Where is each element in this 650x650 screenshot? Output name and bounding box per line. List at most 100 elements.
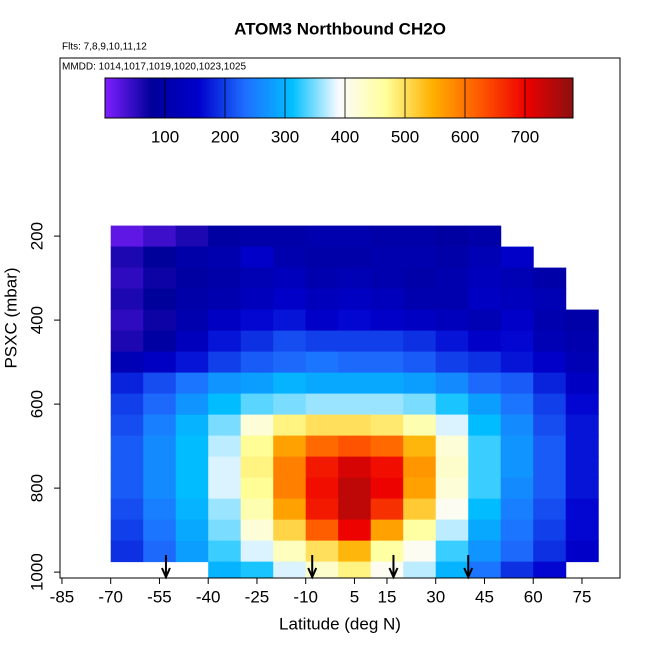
heat-cell	[468, 414, 502, 437]
heat-cell	[273, 330, 307, 353]
heat-cell	[175, 267, 209, 290]
heat-cell	[305, 330, 339, 353]
y-tick-label: 400	[27, 306, 46, 334]
heat-cell	[305, 246, 339, 269]
heat-cell	[208, 330, 242, 353]
heat-cell	[338, 267, 372, 290]
heat-cell	[208, 519, 242, 542]
x-tick-label: 30	[426, 587, 445, 606]
heat-cell	[565, 519, 599, 542]
heat-cell	[435, 477, 469, 500]
x-axis-label: Latitude (deg N)	[279, 614, 401, 633]
heat-cell	[500, 498, 534, 521]
heat-cell	[468, 561, 502, 579]
heat-cell	[305, 456, 339, 479]
heat-cell	[565, 435, 599, 458]
heat-cell	[110, 393, 144, 416]
heat-cell	[370, 456, 404, 479]
heat-cell	[143, 519, 177, 542]
heat-cell	[370, 393, 404, 416]
colorbar-tick-label: 400	[331, 127, 359, 146]
x-tick-label: -10	[293, 587, 318, 606]
heat-cell	[175, 519, 209, 542]
heat-cell	[533, 309, 567, 332]
heat-cell	[565, 414, 599, 437]
heat-cell	[338, 393, 372, 416]
heat-cell	[500, 267, 534, 290]
heat-cell	[435, 246, 469, 269]
heat-cell	[208, 267, 242, 290]
heat-cell	[370, 267, 404, 290]
heat-cell	[273, 393, 307, 416]
heat-cell	[110, 246, 144, 269]
y-tick-label: 200	[27, 222, 46, 250]
y-tick-label: 800	[27, 474, 46, 502]
heat-cell	[500, 435, 534, 458]
heat-cell	[175, 351, 209, 374]
heat-cell	[175, 540, 209, 563]
heat-cell	[435, 540, 469, 563]
heat-cell	[435, 435, 469, 458]
heat-cell	[175, 372, 209, 395]
heat-cell	[565, 351, 599, 374]
heat-cell	[143, 330, 177, 353]
heat-cell	[500, 519, 534, 542]
heat-cell	[143, 351, 177, 374]
heat-cell	[468, 372, 502, 395]
heat-cell	[305, 288, 339, 311]
plot-frame	[59, 57, 621, 579]
heat-cell	[370, 435, 404, 458]
heat-cell	[338, 435, 372, 458]
heat-cell	[273, 519, 307, 542]
heat-cell	[175, 330, 209, 353]
flight-marker-head	[463, 567, 474, 580]
heat-cell	[240, 330, 274, 353]
heat-cell	[500, 561, 534, 579]
heat-cell	[110, 351, 144, 374]
heat-cell	[533, 393, 567, 416]
x-tick-label: 60	[524, 587, 543, 606]
heat-cell	[565, 330, 599, 353]
heat-cell	[305, 435, 339, 458]
heat-cell	[403, 288, 437, 311]
heat-cell	[403, 561, 437, 579]
heat-cell	[468, 225, 502, 248]
heat-cell	[305, 414, 339, 437]
heat-cell	[468, 393, 502, 416]
heat-cell	[565, 540, 599, 563]
heat-cell	[208, 351, 242, 374]
heat-cell	[240, 414, 274, 437]
heat-cell	[533, 540, 567, 563]
heat-cell	[565, 456, 599, 479]
y-tick-label: 600	[27, 390, 46, 418]
heat-cell	[533, 498, 567, 521]
heat-cell	[435, 456, 469, 479]
heat-cell	[435, 225, 469, 248]
heat-cell	[143, 288, 177, 311]
heat-cell	[533, 372, 567, 395]
heat-cell	[175, 414, 209, 437]
heat-cell	[208, 225, 242, 248]
heat-cell	[240, 309, 274, 332]
heat-cell	[338, 477, 372, 500]
heat-cell	[403, 477, 437, 500]
heat-cell	[435, 498, 469, 521]
heat-cell	[370, 351, 404, 374]
heat-cell	[338, 519, 372, 542]
heat-cell	[370, 540, 404, 563]
heat-cell	[240, 519, 274, 542]
heat-cell	[305, 540, 339, 563]
heat-cell	[143, 372, 177, 395]
heat-cell	[305, 393, 339, 416]
y-axis-label: PSXC (mbar)	[1, 267, 20, 368]
heat-cell	[468, 351, 502, 374]
heat-cell	[175, 498, 209, 521]
heat-cell	[500, 540, 534, 563]
heat-cell	[143, 393, 177, 416]
heat-cell	[435, 414, 469, 437]
subtitle: Flts: 7,8,9,10,11,12	[62, 42, 147, 53]
heat-cell	[240, 561, 274, 579]
x-tick-label: 5	[350, 587, 359, 606]
overlay: 100 200 300 400 500 600 700 -85 -70 -55 -40 -25 -10 5…	[27, 57, 621, 606]
heat-cell	[305, 519, 339, 542]
